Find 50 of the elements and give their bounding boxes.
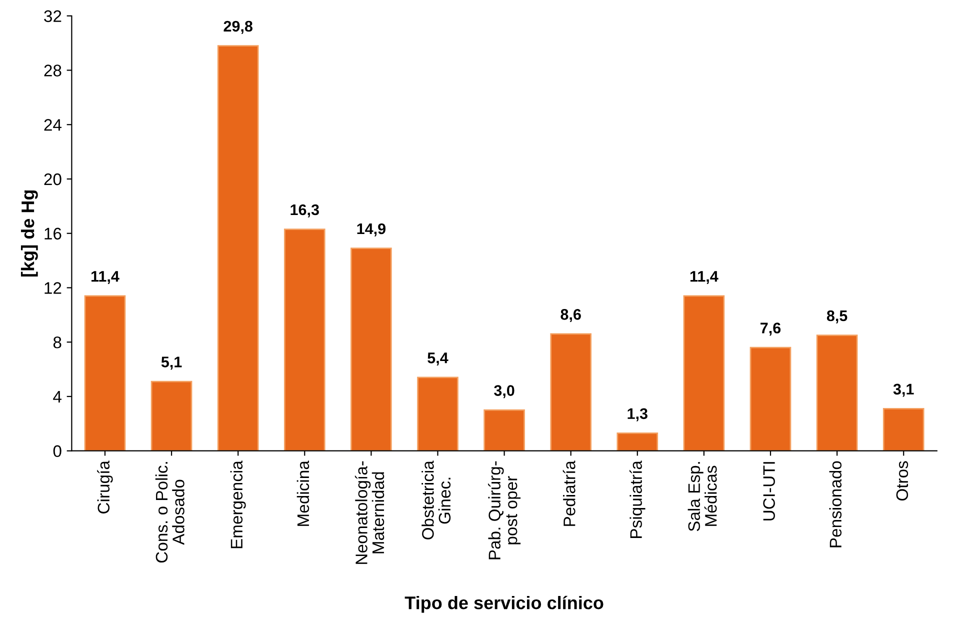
bar [484, 409, 525, 451]
bar [683, 295, 725, 451]
x-tick-label: Cons. o Polic. Adosado [155, 462, 184, 563]
data-label: 3,1 [893, 384, 914, 397]
x-tick-label: Medicina [296, 460, 310, 526]
data-label: 5,4 [428, 352, 448, 366]
bar [284, 228, 326, 451]
data-label: 3,0 [494, 385, 514, 398]
data-label: 8,5 [826, 310, 848, 324]
y-tick-label: 16 [44, 228, 62, 240]
x-tick-label: Otros [896, 461, 908, 501]
bar [550, 333, 592, 451]
data-label: 7,6 [760, 322, 781, 336]
y-tick-label: 0 [53, 445, 62, 458]
x-tick-label: Pab. Quirúrg- post oper [488, 461, 521, 560]
bar [417, 376, 458, 451]
x-tick-label: Neonatología- Maternidad [354, 461, 384, 564]
bar [84, 295, 126, 451]
data-label: 11,4 [91, 271, 120, 284]
x-tick-label: Pediatría [562, 460, 576, 526]
x-tick-label: Sala Esp. Médicas [688, 462, 717, 532]
y-tick-label: 4 [53, 391, 62, 403]
y-tick-label: 32 [44, 10, 62, 22]
y-axis-title: [kg] de Hg [20, 190, 38, 276]
x-tick-label: Cirugía [97, 460, 113, 514]
x-tick-label: Emergencia [230, 460, 246, 548]
bar [217, 45, 259, 451]
x-tick-label: Pensionado [829, 461, 842, 548]
data-label: 16,3 [290, 204, 319, 218]
y-tick-label: 12 [44, 282, 62, 294]
bar [616, 432, 658, 451]
bar [816, 334, 858, 451]
x-axis-title: Tipo de servicio clínico [404, 596, 604, 613]
y-tick-label: 8 [53, 336, 62, 348]
x-tick-label: Obstetricia Ginec. [422, 460, 451, 540]
data-label: 5,1 [161, 356, 182, 370]
data-label: 8,6 [560, 309, 581, 322]
data-label: 14,9 [357, 223, 386, 236]
y-tick-label: 20 [44, 173, 62, 186]
bar [750, 346, 792, 451]
data-label: 11,4 [690, 271, 718, 284]
bar [350, 248, 392, 451]
y-tick-label: 24 [44, 119, 62, 131]
x-tick-label: Psiquiatría [630, 460, 646, 538]
bar [150, 380, 192, 451]
bar [882, 408, 924, 451]
data-label: 1,3 [628, 408, 648, 422]
x-tick-label: UCI-UTI [763, 462, 775, 520]
y-tick-label: 28 [44, 64, 62, 76]
data-label: 29,8 [224, 20, 252, 34]
